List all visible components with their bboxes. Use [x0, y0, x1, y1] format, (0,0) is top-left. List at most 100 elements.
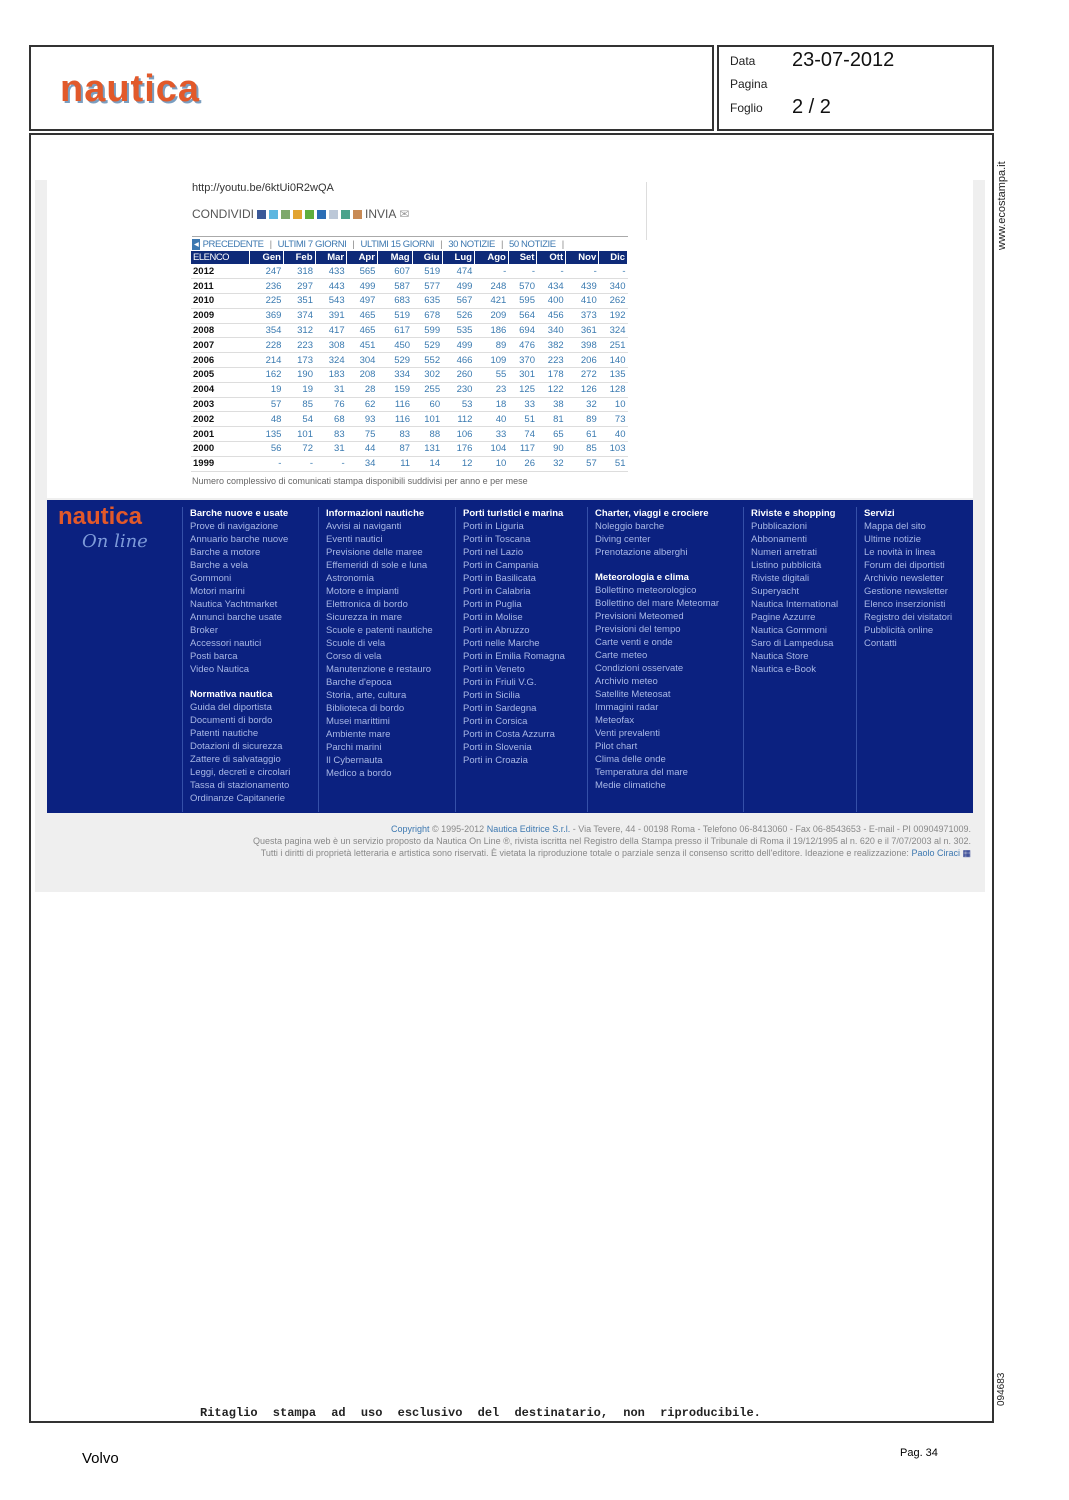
footer-link[interactable]: Pagine Azzurre: [751, 612, 816, 623]
footer-link[interactable]: Porti in Sicilia: [463, 690, 521, 701]
footer-link[interactable]: Scuole di vela: [326, 638, 386, 649]
footer-link[interactable]: Gommoni: [190, 573, 232, 584]
footer-link[interactable]: Biblioteca di bordo: [326, 703, 405, 714]
footer-link[interactable]: Bollettino del mare Meteomar: [595, 598, 720, 609]
footer-link[interactable]: Medico a bordo: [326, 768, 392, 779]
footer-link[interactable]: Motori marini: [190, 586, 245, 597]
footer-link[interactable]: Posti barca: [190, 651, 238, 662]
footer-link[interactable]: Barche d'epoca: [326, 677, 392, 688]
company-link[interactable]: Nautica Editrice S.r.l.: [486, 824, 571, 834]
footer-link[interactable]: Diving center: [595, 534, 651, 545]
last-15-days-link[interactable]: ULTIMI 15 GIORNI: [360, 239, 435, 250]
footer-logo[interactable]: nautica: [58, 503, 143, 530]
footer-link[interactable]: Nautica e-Book: [751, 664, 816, 675]
footer-link[interactable]: Le novità in linea: [864, 547, 936, 558]
prev-button[interactable]: ◂ PRECEDENTE: [192, 239, 264, 250]
footer-link[interactable]: Ambiente mare: [326, 729, 391, 740]
footer-link[interactable]: Carte meteo: [595, 650, 648, 661]
footer-link[interactable]: Nautica Yachtmarket: [190, 599, 278, 610]
footer-link[interactable]: Nautica Store: [751, 651, 809, 662]
footer-link[interactable]: Annunci barche usate: [190, 612, 282, 623]
footer-link[interactable]: Manutenzione e restauro: [326, 664, 432, 675]
footer-link[interactable]: Registro dei visitatori: [864, 612, 953, 623]
footer-link[interactable]: Meteofax: [595, 715, 635, 726]
footer-link[interactable]: Porti in Abruzzo: [463, 625, 530, 636]
last-7-days-link[interactable]: ULTIMI 7 GIORNI: [277, 239, 347, 250]
footer-link[interactable]: Mappa del sito: [864, 521, 926, 532]
twitter-icon[interactable]: [269, 209, 279, 219]
footer-link[interactable]: Medie climatiche: [595, 780, 666, 791]
footer-link[interactable]: Il Cybernauta: [326, 755, 383, 766]
footer-link[interactable]: Zattere di salvataggio: [190, 754, 281, 765]
footer-link[interactable]: Porti in Molise: [463, 612, 523, 623]
footer-link[interactable]: Listino pubblicità: [751, 560, 822, 571]
footer-link[interactable]: Porti in Toscana: [463, 534, 531, 545]
footer-link[interactable]: Clima delle onde: [595, 754, 666, 765]
footer-link[interactable]: Nautica Gommoni: [751, 625, 828, 636]
footer-link[interactable]: Prenotazione alberghi: [595, 547, 688, 558]
author-link[interactable]: Paolo Ciraci: [911, 848, 960, 858]
footer-link[interactable]: Venti prevalenti: [595, 728, 660, 739]
footer-link[interactable]: Guida del diportista: [190, 702, 272, 713]
footer-link[interactable]: Patenti nautiche: [190, 728, 259, 739]
footer-link[interactable]: Astronomia: [326, 573, 375, 584]
footer-link[interactable]: Porti in Slovenia: [463, 742, 532, 753]
footer-link[interactable]: Nautica International: [751, 599, 839, 610]
footer-link[interactable]: Archivio meteo: [595, 676, 658, 687]
footer-link[interactable]: Porti in Croazia: [463, 755, 528, 766]
footer-link[interactable]: Documenti di bordo: [190, 715, 273, 726]
mail-icon[interactable]: ✉: [399, 207, 410, 221]
footer-link[interactable]: Superyacht: [751, 586, 800, 597]
footer-link[interactable]: Tassa di stazionamento: [190, 780, 290, 791]
footer-link[interactable]: Temperatura del mare: [595, 767, 688, 778]
footer-link[interactable]: Porti in Veneto: [463, 664, 525, 675]
footer-link[interactable]: Elettronica di bordo: [326, 599, 408, 610]
footer-link[interactable]: Musei marittimi: [326, 716, 390, 727]
footer-link[interactable]: Abbonamenti: [751, 534, 807, 545]
footer-link[interactable]: Broker: [190, 625, 218, 636]
footer-link[interactable]: Pubblicità online: [864, 625, 934, 636]
send-label[interactable]: INVIA: [365, 207, 397, 221]
footer-link[interactable]: Numeri arretrati: [751, 547, 817, 558]
footer-link[interactable]: Forum dei diportisti: [864, 560, 945, 571]
footer-link[interactable]: Previsioni Meteomed: [595, 611, 684, 622]
footer-link[interactable]: Corso di vela: [326, 651, 382, 662]
share-icon[interactable]: [353, 209, 363, 219]
footer-link[interactable]: Scuole e patenti nautiche: [326, 625, 433, 636]
share-icon[interactable]: [305, 209, 315, 219]
footer-link[interactable]: Annuario barche nuove: [190, 534, 289, 545]
footer-link[interactable]: Contatti: [864, 638, 897, 649]
footer-link[interactable]: Porti nel Lazio: [463, 547, 524, 558]
footer-link[interactable]: Eventi nautici: [326, 534, 383, 545]
footer-link[interactable]: Saro di Lampedusa: [751, 638, 834, 649]
footer-link[interactable]: Ordinanze Capitanerie: [190, 793, 286, 804]
footer-link[interactable]: Porti in Liguria: [463, 521, 524, 532]
copyright-link[interactable]: Copyright: [390, 824, 430, 834]
footer-link[interactable]: Porti in Costa Azzurra: [463, 729, 555, 740]
footer-link[interactable]: Video Nautica: [190, 664, 249, 675]
footer-link[interactable]: Storia, arte, cultura: [326, 690, 407, 701]
footer-link[interactable]: Previsione delle maree: [326, 547, 423, 558]
share-icon[interactable]: [329, 209, 339, 219]
delicious-icon[interactable]: [293, 209, 303, 219]
footer-link[interactable]: Porti in Puglia: [463, 599, 522, 610]
footer-link[interactable]: Porti nelle Marche: [463, 638, 540, 649]
share-icon[interactable]: [341, 209, 351, 219]
footer-link[interactable]: Porti in Friuli V.G.: [463, 677, 537, 688]
footer-link[interactable]: Gestione newsletter: [864, 586, 948, 597]
footer-link[interactable]: Previsioni del tempo: [595, 624, 681, 635]
footer-link[interactable]: Carte venti e onde: [595, 637, 673, 648]
footer-link[interactable]: Bollettino meteorologico: [595, 585, 697, 596]
video-link[interactable]: http://youtu.be/6ktUi0R2wQA: [192, 182, 334, 194]
30-news-link[interactable]: 30 NOTIZIE: [448, 239, 495, 250]
footer-link[interactable]: Elenco inserzionisti: [864, 599, 946, 610]
footer-link[interactable]: Motore e impianti: [326, 586, 399, 597]
share-icon[interactable]: [281, 209, 291, 219]
footer-link[interactable]: Dotazioni di sicurezza: [190, 741, 283, 752]
footer-link[interactable]: Porti in Sardegna: [463, 703, 537, 714]
footer-link[interactable]: Noleggio barche: [595, 521, 665, 532]
footer-link[interactable]: Porti in Calabria: [463, 586, 531, 597]
50-news-link[interactable]: 50 NOTIZIE: [509, 239, 556, 250]
footer-link[interactable]: Avvisi ai naviganti: [326, 521, 402, 532]
footer-link[interactable]: Riviste digitali: [751, 573, 810, 584]
